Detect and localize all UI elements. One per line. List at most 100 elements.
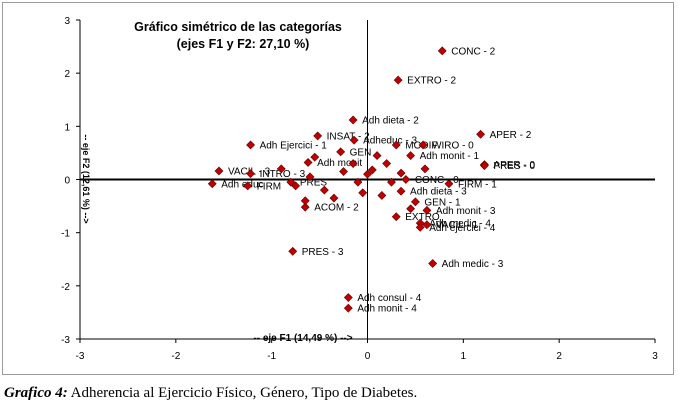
data-point [406,204,416,214]
point-label: EXTRO [405,212,440,223]
y-tick-label: 3 [64,16,70,27]
data-point [207,179,217,189]
data-point [358,188,368,198]
data-point [437,46,447,56]
point-label: Adh monit - 4 [357,304,417,315]
point-label: APER - 0 [493,160,535,171]
data-point [353,177,363,187]
data-point [329,193,339,203]
axes-layer: -3 -2 -1 0 1 2 3 3 2 1 0 -1 -2 -3 [61,16,658,362]
point-label: INTRO - 3 [260,169,306,180]
data-point [372,151,382,160]
point-label: PRES - 0 [493,161,535,172]
data-point [348,115,358,125]
data-point [288,246,298,256]
point-label: Adh Ejercici - 1 [260,140,328,151]
caption-text: Adherencia al Ejercicio Físico, Género, … [67,385,418,401]
y-tick-label: -3 [61,335,70,346]
data-point [422,220,432,230]
point-label: VACIL - 1 [436,220,479,231]
data-point [291,181,301,191]
data-point [393,75,403,85]
point-label: Adh educ [221,179,263,190]
data-point [214,166,224,176]
data-point [418,140,428,150]
data-point [387,177,396,187]
point-label: PRES [300,178,328,189]
data-point [476,129,486,139]
x-tick-label: -1 [267,351,276,362]
data-point [401,175,411,184]
data-point [286,177,296,187]
point-label: Adh dieta - 3 [410,187,467,198]
point-label: APER - 2 [490,130,532,141]
data-point [246,140,256,150]
points-layer: CONC - 2 EXTRO - 2 Adh dieta - 2 APER - 2 IN… [207,46,536,315]
y-tick-label: -1 [61,229,70,240]
point-label: GEN - 1 [424,197,461,208]
x-tick-label: -3 [76,351,85,362]
point-label: Adh monit [317,158,362,169]
data-point [310,152,320,162]
chart-frame: -3 -2 -1 0 1 2 3 3 2 1 0 -1 -2 -3 CONC - 2 EXTRO - 2 Ad… [2,2,674,375]
data-point [422,205,432,215]
x-tick-label: 1 [461,351,467,362]
data-point [479,161,489,171]
point-label: Adheduc - 3 [363,136,417,147]
data-point [410,197,420,207]
y-tick-label: 0 [64,176,70,187]
x-tick-label: 3 [652,351,658,362]
y-axis-label: -- eje F2 (12,61 %) --> [81,134,91,223]
data-point [406,151,416,160]
point-label: Adh medic - 4 [429,219,491,230]
x-axis-label: -- eje F1 (14,49 %) --> [253,333,352,344]
data-point [391,212,401,222]
data-point [377,191,387,200]
data-point [363,169,372,179]
point-label: Adh medic - 3 [442,259,504,270]
data-point [391,140,401,150]
data-point [420,164,430,174]
figure-caption: Grafico 4: Adherencia al Ejercicio Físic… [4,385,417,402]
point-label: Adh monit - 3 [436,206,496,217]
data-point [276,164,286,174]
point-label: INSAT - 2 [327,131,370,142]
point-label: GEN [350,147,372,158]
data-point [348,159,358,168]
point-label: FIRM [257,181,281,192]
point-label: PRES - 3 [302,247,344,258]
data-point [313,131,323,141]
data-point [349,135,359,145]
x-tick-label: 2 [556,351,562,362]
data-point [303,158,313,167]
point-label: Adh ejercici - 4 [429,223,496,234]
point-label: ACOM - 2 [314,203,359,214]
data-point [305,172,315,182]
data-point [415,222,425,232]
chart-title: Gráfico simétrico de las categorías [134,20,342,34]
data-point [243,181,253,191]
y-tick-label: -2 [61,282,70,293]
data-point [300,196,310,206]
y-tick-label: 2 [64,69,70,80]
data-point [343,293,353,302]
data-point [396,168,406,178]
data-point [336,147,346,157]
x-tick-label: 0 [365,351,371,362]
data-point [396,186,406,196]
data-point [367,165,377,175]
point-label: FIRM - 1 [458,179,497,190]
y-tick-label: 1 [64,122,70,133]
data-point [246,169,256,179]
point-label: CONC - 2 [451,46,495,57]
data-point [444,179,454,189]
point-label: Adh consul - 4 [357,293,421,304]
scatter-chart: -3 -2 -1 0 1 2 3 3 2 1 0 -1 -2 -3 CONC - 2 EXTRO - 2 Ad… [61,16,658,362]
data-point [382,159,392,168]
data-point [300,202,310,212]
point-label: WIRO - 0 [432,140,474,151]
point-label: Adh monit - 1 [420,151,480,162]
point-label: EXTRO - 2 [407,76,456,87]
caption-label: Grafico 4: [4,385,68,401]
x-tick-label: -2 [171,351,180,362]
